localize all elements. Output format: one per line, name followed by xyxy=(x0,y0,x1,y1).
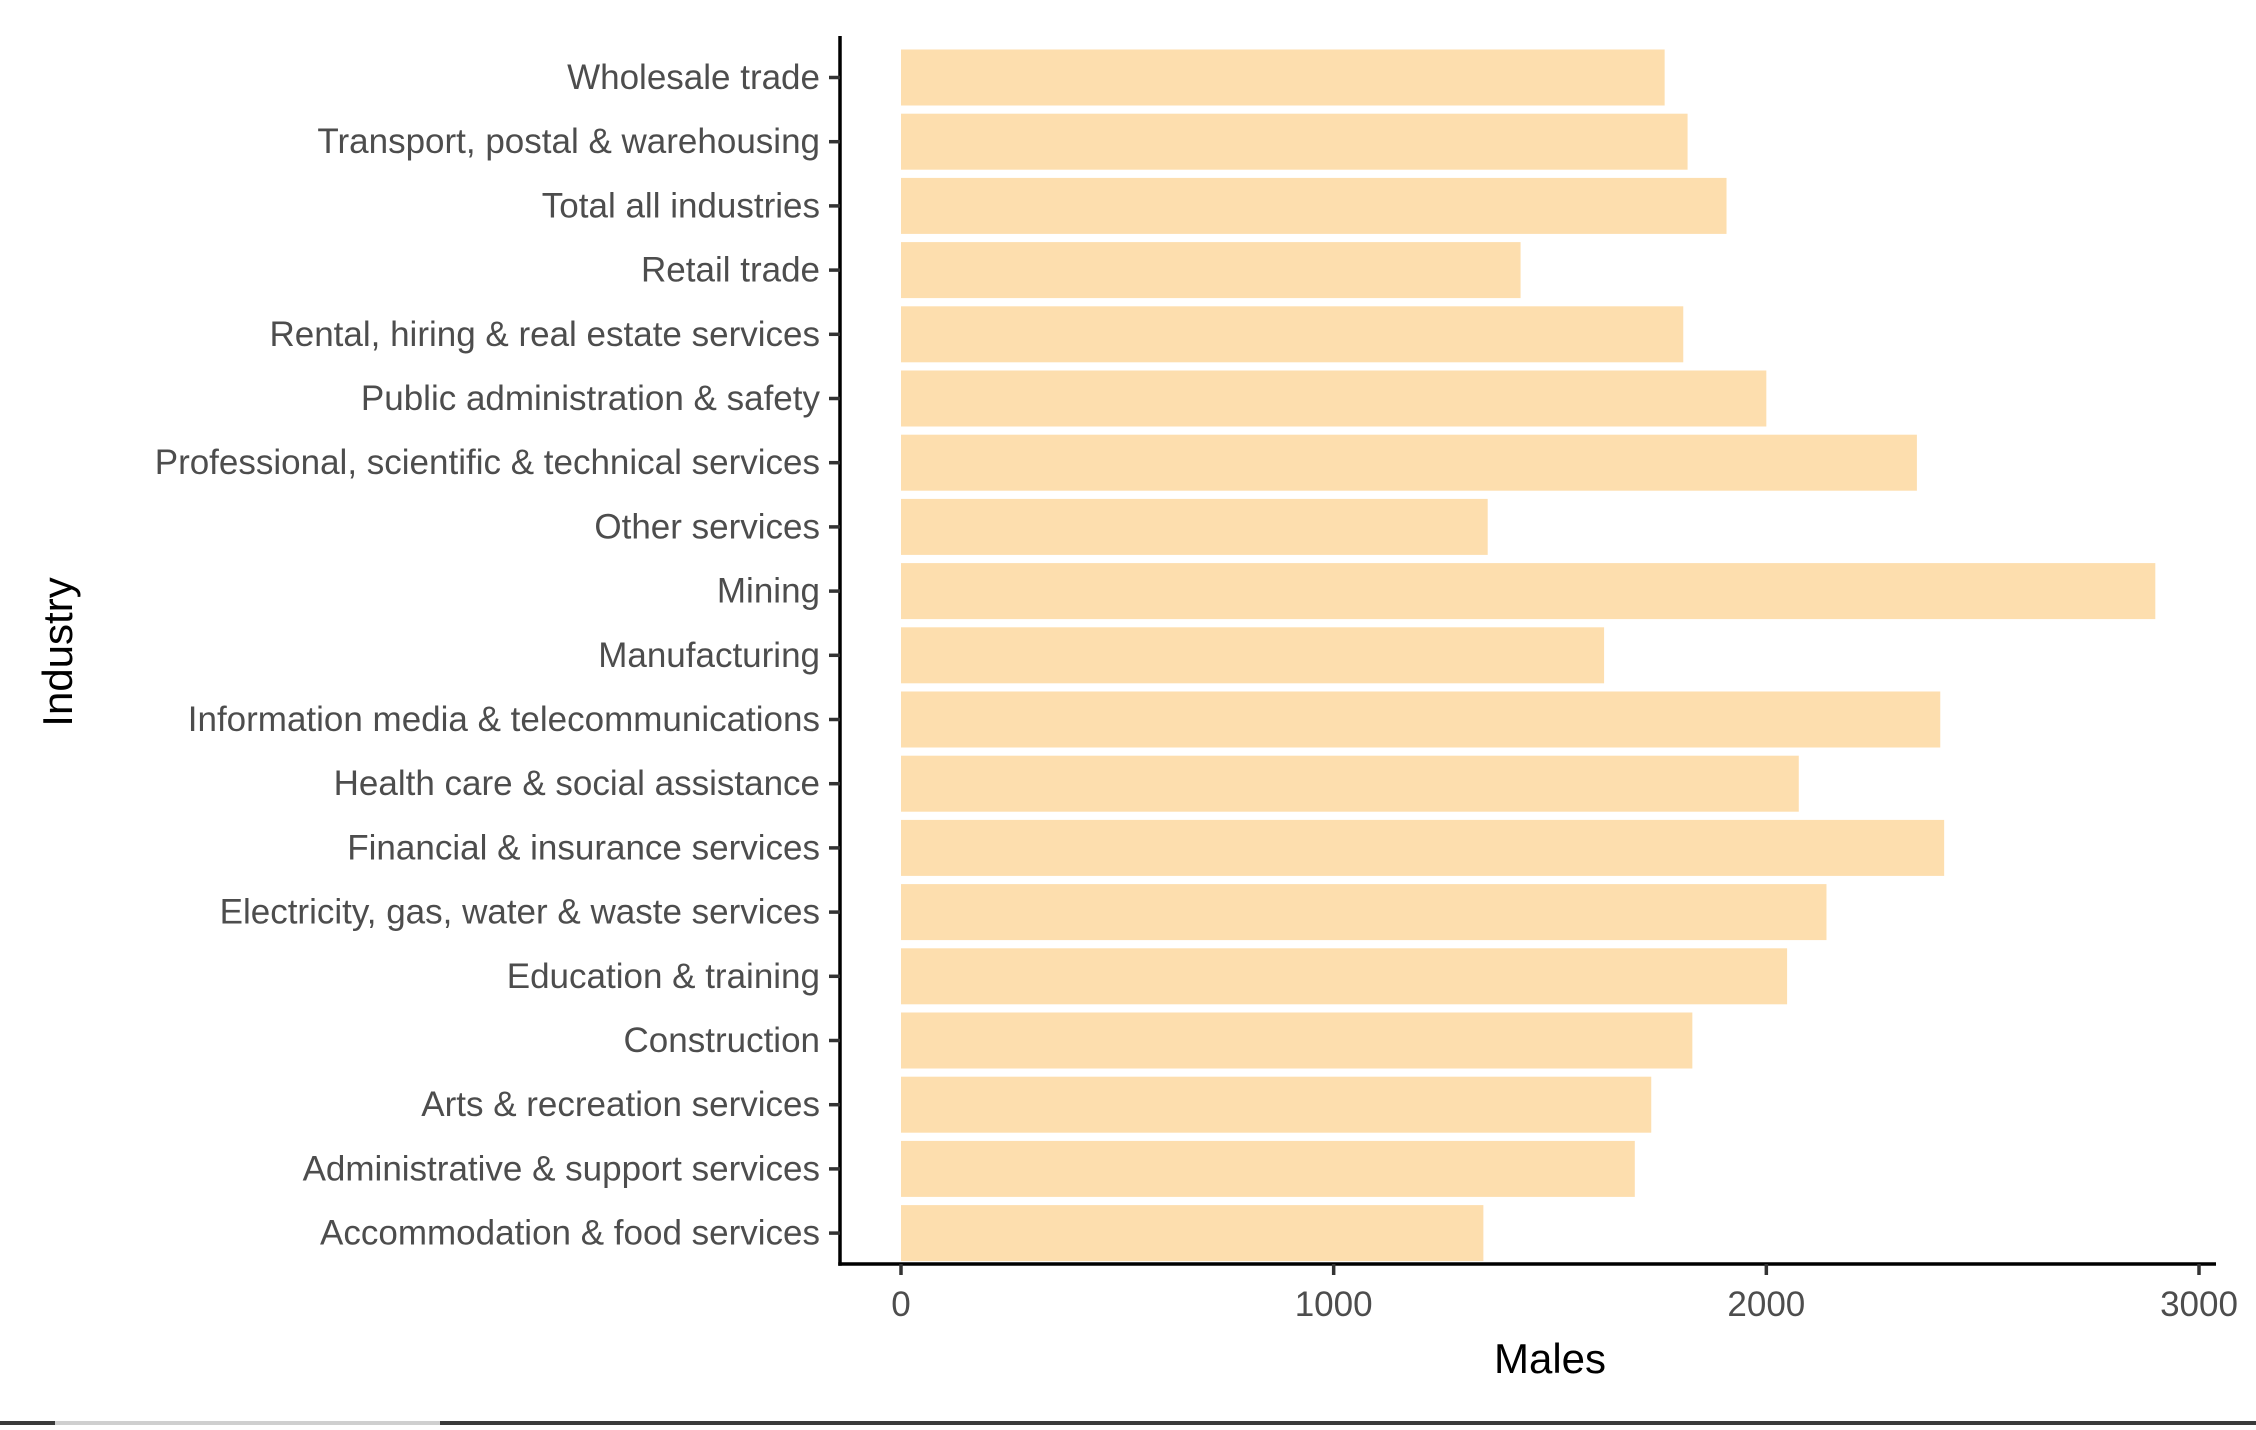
bar xyxy=(901,819,1945,876)
y-tick-label: Information media & telecommunications xyxy=(188,700,820,739)
bar xyxy=(901,627,1605,684)
ticks-layer: Wholesale trade Transport, postal & wareh… xyxy=(155,58,2238,1324)
x-tick-label: 1000 xyxy=(1295,1285,1373,1324)
y-tick-label: Electricity, gas, water & waste services xyxy=(220,893,820,932)
bar xyxy=(901,49,1665,106)
bar xyxy=(901,1076,1652,1133)
y-tick-label: Professional, scientific & technical ser… xyxy=(155,443,820,482)
bar xyxy=(901,434,1917,491)
y-axis-title: Industry xyxy=(34,577,81,726)
y-tick-label: Other services xyxy=(594,507,820,546)
bar xyxy=(901,948,1788,1005)
x-tick-label: 3000 xyxy=(2160,1285,2238,1324)
y-tick-label: Construction xyxy=(624,1021,820,1060)
bar xyxy=(901,691,1941,748)
window-bottom-border-left xyxy=(0,1421,55,1425)
bar xyxy=(901,1205,1484,1262)
x-tick-label: 0 xyxy=(891,1285,910,1324)
y-tick-label: Transport, postal & warehousing xyxy=(317,122,820,161)
bar xyxy=(901,1140,1635,1197)
window-bottom-border-right xyxy=(440,1421,2256,1425)
bar xyxy=(901,563,2156,620)
y-tick-label: Public administration & safety xyxy=(361,379,821,418)
y-tick-label: Retail trade xyxy=(641,251,820,290)
y-tick-label: Administrative & support services xyxy=(303,1149,820,1188)
y-tick-label: Education & training xyxy=(507,957,820,996)
bar xyxy=(901,242,1521,299)
bar xyxy=(901,884,1827,941)
y-tick-label: Accommodation & food services xyxy=(320,1214,820,1253)
y-tick-label: Wholesale trade xyxy=(567,58,820,97)
y-tick-label: Arts & recreation services xyxy=(421,1085,820,1124)
y-tick-label: Rental, hiring & real estate services xyxy=(269,315,820,354)
bar xyxy=(901,755,1799,812)
bar xyxy=(901,370,1767,427)
bar xyxy=(901,498,1488,555)
x-tick-label: 2000 xyxy=(1727,1285,1805,1324)
bar xyxy=(901,177,1727,234)
axes-layer xyxy=(838,36,2216,1266)
y-tick-label: Health care & social assistance xyxy=(334,764,820,803)
bar xyxy=(901,113,1688,170)
y-tick-label: Financial & insurance services xyxy=(347,828,820,867)
bar xyxy=(901,306,1684,363)
bar xyxy=(901,1012,1693,1069)
y-tick-label: Total all industries xyxy=(542,186,820,225)
bars-layer xyxy=(901,49,2156,1262)
x-axis-title: Males xyxy=(1494,1335,1606,1382)
y-tick-label: Manufacturing xyxy=(598,636,820,675)
y-tick-label: Mining xyxy=(717,572,820,611)
